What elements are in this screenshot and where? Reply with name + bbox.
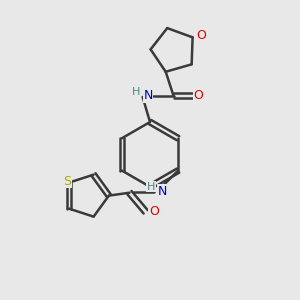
Text: H: H <box>147 182 155 192</box>
Text: O: O <box>149 205 159 218</box>
Text: O: O <box>196 29 206 42</box>
Text: N: N <box>158 185 167 198</box>
Text: N: N <box>143 89 153 102</box>
Text: O: O <box>194 89 203 102</box>
Text: S: S <box>63 175 71 188</box>
Text: H: H <box>132 87 140 97</box>
